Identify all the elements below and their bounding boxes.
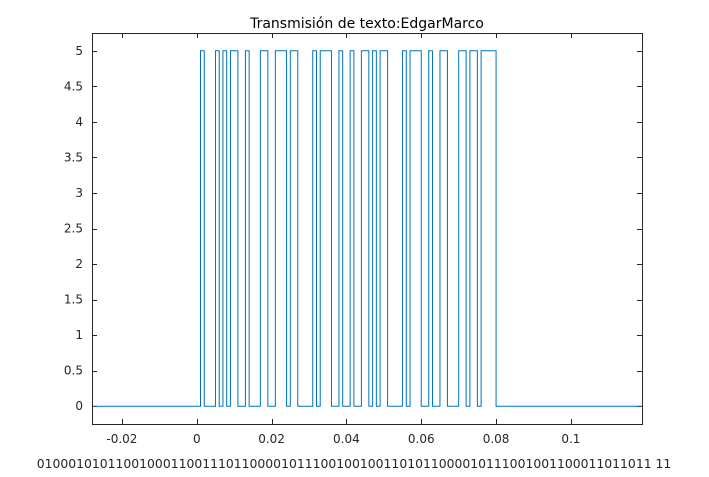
y-tick-label: 3 xyxy=(75,186,83,200)
x-tick-label: 0.08 xyxy=(483,432,510,446)
x-tick-label: 0 xyxy=(193,432,201,446)
y-tick-label: 0 xyxy=(75,399,83,413)
axes-background xyxy=(92,33,642,424)
x-axis-label-bits: 0100010101100100011001110110000101110010… xyxy=(37,456,672,471)
x-tick-label: -0.02 xyxy=(106,432,137,446)
signal-series-line xyxy=(92,50,642,407)
axes-frame xyxy=(92,33,643,425)
ticks-layer: -0.02 0 0.02 0.04 0.06 0.08 0.1 0 0.5 1 1.5 2 2.5 3 3.… xyxy=(64,33,642,446)
x-tick-label: 0.04 xyxy=(333,432,360,446)
x-tick-label: 0.06 xyxy=(408,432,435,446)
x-tick-label: 0.02 xyxy=(258,432,285,446)
y-tick-label: 5 xyxy=(75,44,83,58)
y-tick-label: 3.5 xyxy=(64,150,83,164)
y-tick-label: 2 xyxy=(75,257,83,271)
y-tick-label: 0.5 xyxy=(64,364,83,378)
y-tick-label: 1.5 xyxy=(64,293,83,307)
y-tick-label: 2.5 xyxy=(64,222,83,236)
y-tick-label: 4.5 xyxy=(64,79,83,93)
y-tick-label: 4 xyxy=(75,115,83,129)
y-tick-label: 1 xyxy=(75,328,83,342)
x-tick-label: 0.1 xyxy=(561,432,580,446)
chart-title: Transmisión de texto:EdgarMarco xyxy=(249,16,484,32)
